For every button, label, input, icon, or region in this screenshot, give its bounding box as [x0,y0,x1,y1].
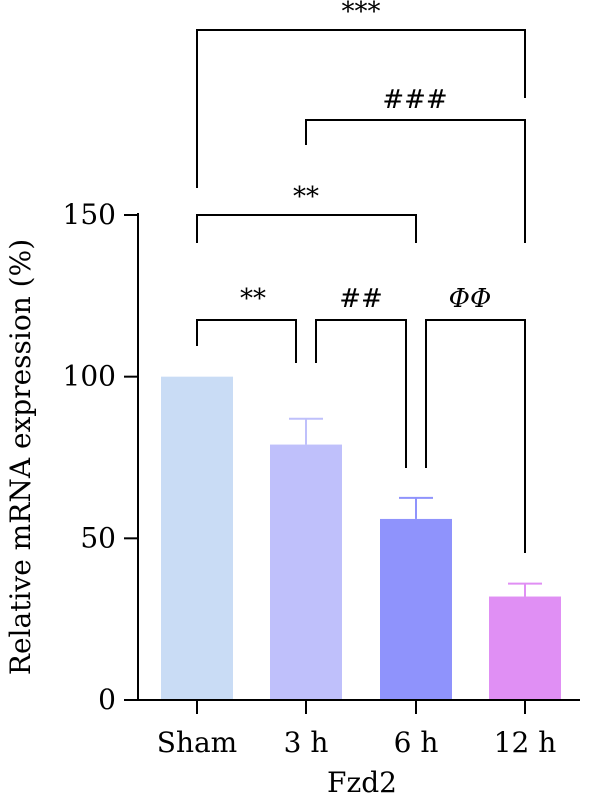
bracket-line [196,319,297,363]
bar-12-h [489,596,561,700]
y-axis-title: Relative mRNA expression (%) [4,239,37,675]
bracket-line [196,29,526,188]
significance-bracket-3-h-vs-6-h: ## [315,284,407,468]
y-tick-label-0: 0 [98,683,116,716]
significance-bracket-sham-vs-6-h: ** [196,182,417,243]
bracket-line [315,319,407,468]
significance-label: *** [342,0,381,27]
significance-label: ΦΦ [449,284,492,314]
significance-bracket-6-h-vs-12-h: ΦΦ [425,284,526,553]
x-axis-title: Fzd2 [327,766,397,799]
x-ticks-group: Sham 3 h 6 h 12 h [157,700,557,759]
x-tick-label-12-h: 12 h [494,726,557,759]
error-bar-6-h [399,496,433,519]
y-tick-label-150: 150 [63,198,116,231]
axes-group [137,213,580,701]
significance-bracket-sham-vs-3-h: ** [196,284,297,363]
error-bar-12-h [508,582,542,597]
x-tick-label-sham: Sham [157,726,237,759]
y-tick-label-50: 50 [80,521,116,554]
bar-6-h [380,518,452,700]
bars-group [161,376,561,700]
significance-brackets-group: ** ## ΦΦ ** ### *** [196,0,526,553]
significance-bracket-3-h-vs-12-h: ### [305,85,526,243]
error-bars-group [289,417,542,597]
significance-label: ** [240,284,266,314]
significance-bracket-sham-vs-12-h: *** [196,0,526,188]
significance-label: ## [339,284,383,314]
significance-label: ### [382,85,447,115]
x-tick-label-6-h: 6 h [394,726,439,759]
significance-label: ** [293,182,319,212]
bar-sham [161,376,233,700]
y-ticks-group: 0 50 100 150 [63,198,138,716]
bracket-line [196,214,417,243]
error-bar-3-h [289,417,323,445]
bracket-line [305,119,526,243]
y-tick-label-100: 100 [63,360,116,393]
bracket-line [425,319,526,553]
bar-3-h [270,444,342,700]
x-tick-label-3-h: 3 h [284,726,329,759]
